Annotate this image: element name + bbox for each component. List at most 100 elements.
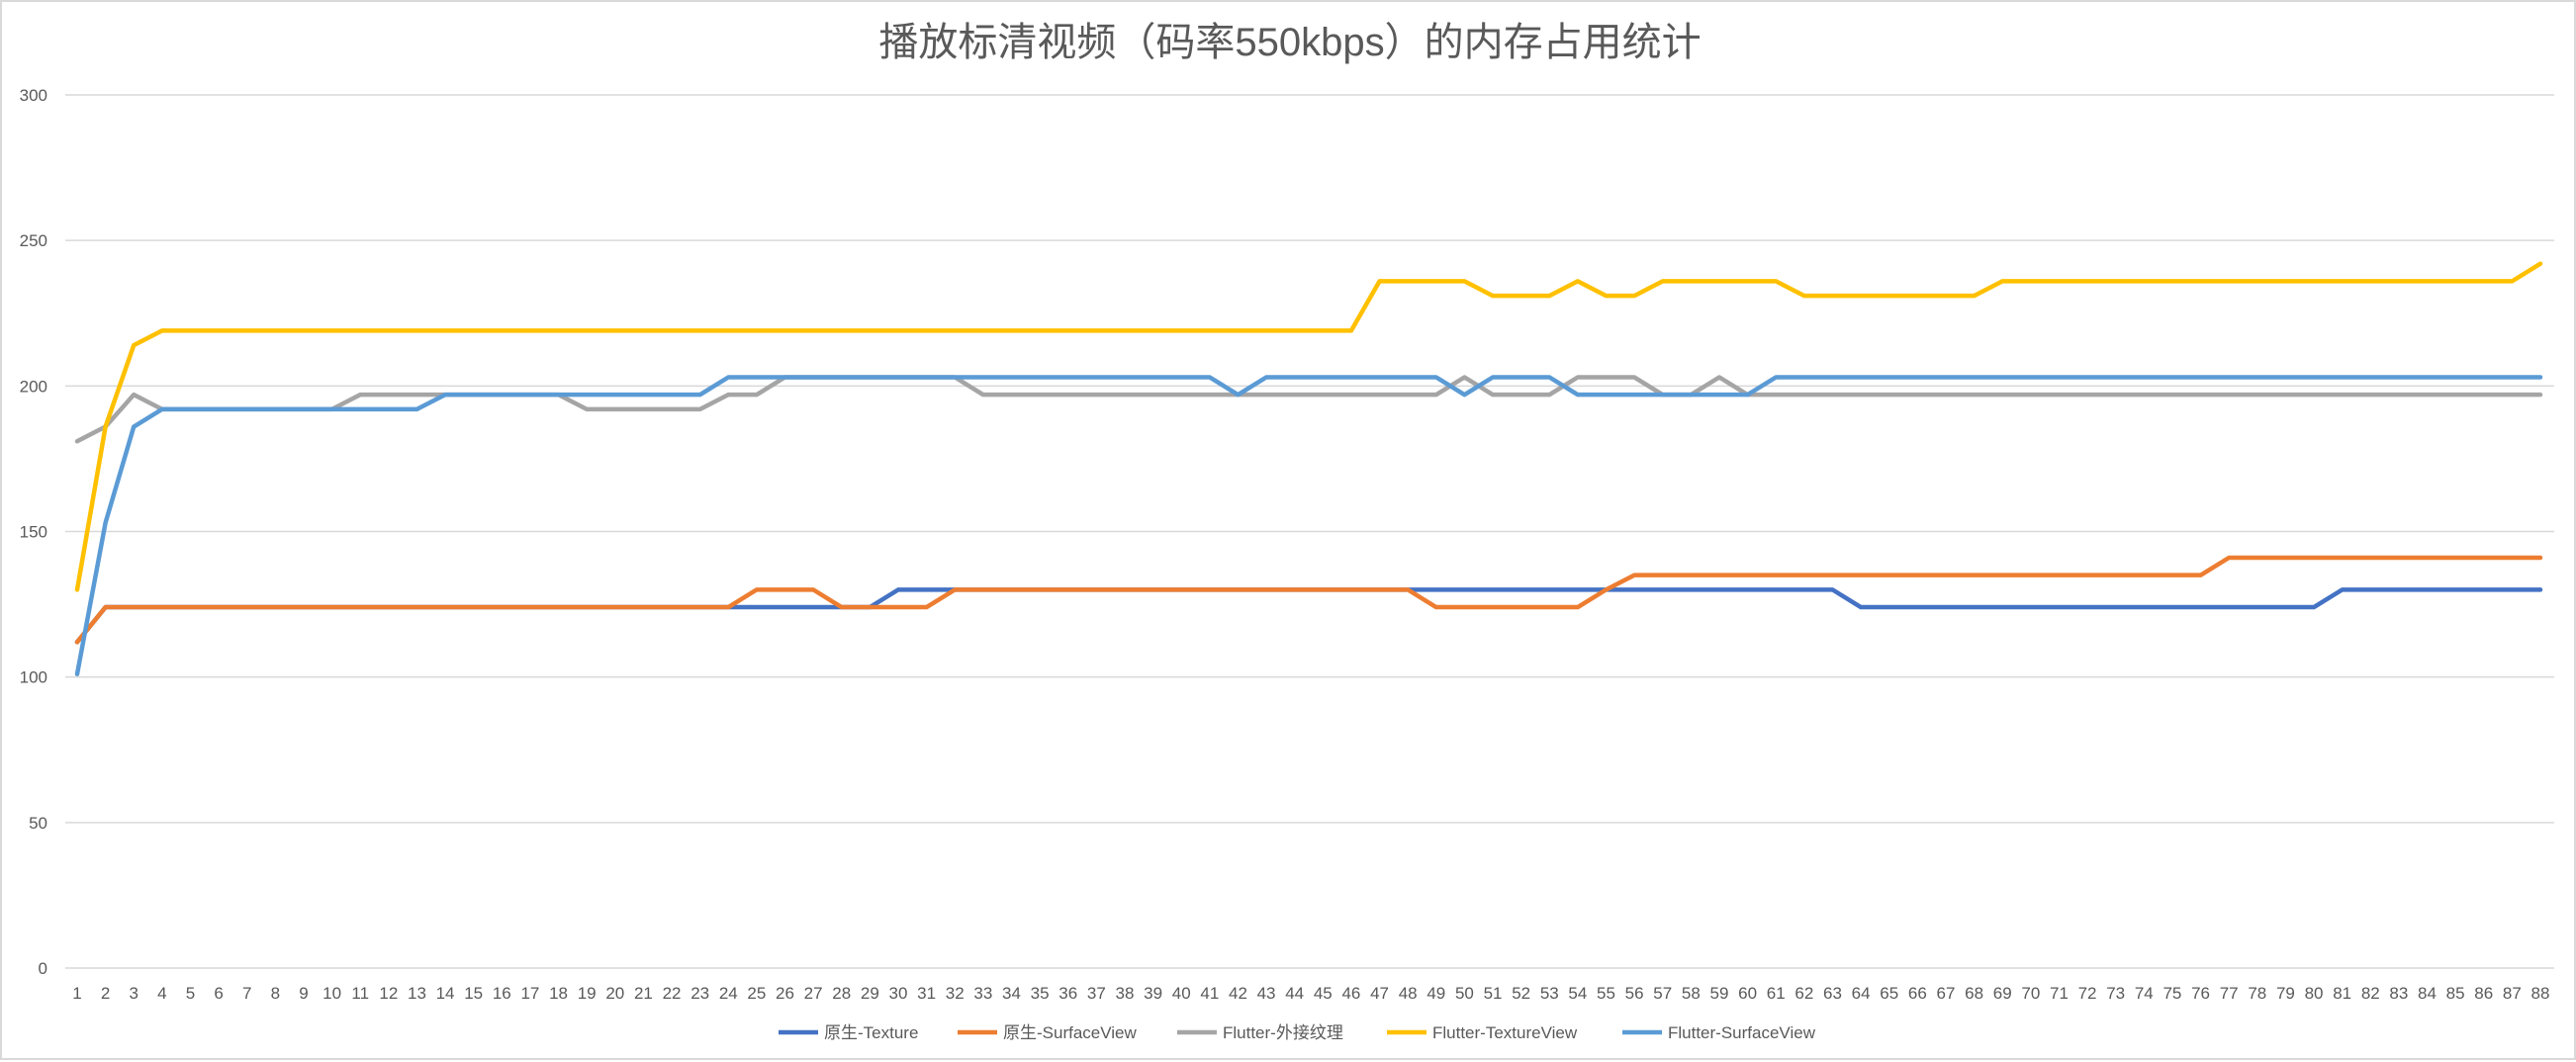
x-tick-label: 84 [2418,984,2437,1003]
y-tick-label: 250 [20,231,47,250]
x-tick-label: 23 [690,984,709,1003]
x-tick-label: 30 [889,984,908,1003]
x-tick-label: 52 [1512,984,1530,1003]
x-tick-label: 25 [747,984,766,1003]
x-tick-label: 8 [271,984,280,1003]
chart-title: 播放标清视频（码率550kbps）的内存占用统计 [878,21,1701,64]
y-tick-label: 150 [20,523,47,542]
x-tick-label: 29 [861,984,879,1003]
x-tick-label: 83 [2389,984,2408,1003]
x-tick-label: 24 [719,984,738,1003]
x-tick-label: 73 [2106,984,2125,1003]
series-line [74,375,2543,676]
x-tick-label: 47 [1370,984,1389,1003]
x-tick-label: 14 [436,984,455,1003]
x-tick-label: 65 [1880,984,1898,1003]
x-tick-label: 18 [549,984,568,1003]
x-tick-label: 39 [1144,984,1162,1003]
x-tick-label: 48 [1399,984,1418,1003]
x-tick-label: 61 [1767,984,1786,1003]
legend-label: Flutter-SurfaceView [1668,1023,1816,1042]
series-line [74,587,2543,645]
x-tick-label: 19 [578,984,597,1003]
x-tick-label: 87 [2503,984,2522,1003]
x-tick-label: 7 [242,984,251,1003]
gridlines [65,94,2554,969]
x-tick-label: 36 [1058,984,1077,1003]
y-tick-label: 200 [20,377,47,396]
legend-label: 原生-SurfaceView [1003,1023,1138,1042]
x-tick-label: 85 [2446,984,2465,1003]
x-tick-label: 42 [1229,984,1247,1003]
x-tick-label: 27 [804,984,823,1003]
legend: 原生-Texture 原生-SurfaceView Flutter-外接纹理 Flut… [779,1023,1816,1042]
x-tick-label: 78 [2248,984,2266,1003]
x-tick-label: 70 [2021,984,2040,1003]
x-tick-label: 55 [1597,984,1615,1003]
x-tick-label: 69 [1993,984,2012,1003]
x-tick-label: 62 [1794,984,1813,1003]
x-tick-label: 21 [634,984,653,1003]
x-tick-label: 58 [1682,984,1701,1003]
x-tick-label: 50 [1455,984,1474,1003]
x-tick-label: 74 [2135,984,2154,1003]
x-tick-label: 60 [1738,984,1757,1003]
x-tick-label: 12 [379,984,398,1003]
legend-label: 原生-Texture [824,1023,918,1042]
legend-label: Flutter-外接纹理 [1223,1023,1343,1042]
x-tick-label: 67 [1937,984,1956,1003]
x-tick-label: 54 [1568,984,1587,1003]
x-tick-label: 20 [605,984,624,1003]
y-tick-label: 50 [29,814,47,833]
series-line [74,261,2543,592]
x-tick-label: 66 [1908,984,1927,1003]
x-tick-label: 80 [2305,984,2324,1003]
series-line [74,375,2543,444]
x-tick-label: 13 [408,984,426,1003]
x-tick-label: 31 [917,984,936,1003]
x-tick-label: 68 [1965,984,1983,1003]
x-tick-label: 38 [1116,984,1135,1003]
x-axis-ticks: 1 2 3 4 5 6 7 8 9 10 11 12 13 14 15 16 17 18 19 20 21 22 23 24 2… [72,984,2549,1003]
x-tick-label: 81 [2333,984,2351,1003]
x-tick-label: 49 [1426,984,1445,1003]
x-tick-label: 44 [1285,984,1304,1003]
x-tick-label: 9 [299,984,308,1003]
legend-label: Flutter-TextureView [1432,1023,1578,1042]
x-tick-label: 3 [130,984,138,1003]
x-tick-label: 4 [157,984,166,1003]
x-tick-label: 35 [1031,984,1050,1003]
x-tick-label: 59 [1710,984,1729,1003]
x-tick-label: 45 [1314,984,1333,1003]
y-axis-ticks: 0 50 100 150 200 250 300 [20,86,47,978]
x-tick-label: 64 [1852,984,1871,1003]
x-tick-label: 32 [946,984,965,1003]
x-tick-label: 56 [1625,984,1644,1003]
x-tick-label: 17 [520,984,539,1003]
x-tick-label: 72 [2078,984,2097,1003]
y-tick-label: 300 [20,86,47,105]
x-tick-label: 11 [351,984,369,1003]
x-tick-label: 26 [776,984,794,1003]
y-tick-label: 100 [20,668,47,687]
series-line [74,555,2543,645]
x-tick-label: 82 [2361,984,2380,1003]
x-tick-label: 71 [2050,984,2069,1003]
x-tick-label: 6 [214,984,223,1003]
x-tick-label: 15 [464,984,483,1003]
x-tick-label: 79 [2276,984,2295,1003]
y-tick-label: 0 [39,959,47,978]
x-tick-label: 40 [1172,984,1191,1003]
x-tick-label: 16 [493,984,511,1003]
series-lines [74,261,2543,676]
x-tick-label: 51 [1484,984,1503,1003]
x-tick-label: 57 [1653,984,1672,1003]
x-tick-label: 2 [101,984,110,1003]
x-tick-label: 41 [1200,984,1219,1003]
x-tick-label: 86 [2474,984,2493,1003]
x-tick-label: 75 [2162,984,2181,1003]
x-tick-label: 10 [322,984,341,1003]
x-tick-label: 63 [1823,984,1842,1003]
